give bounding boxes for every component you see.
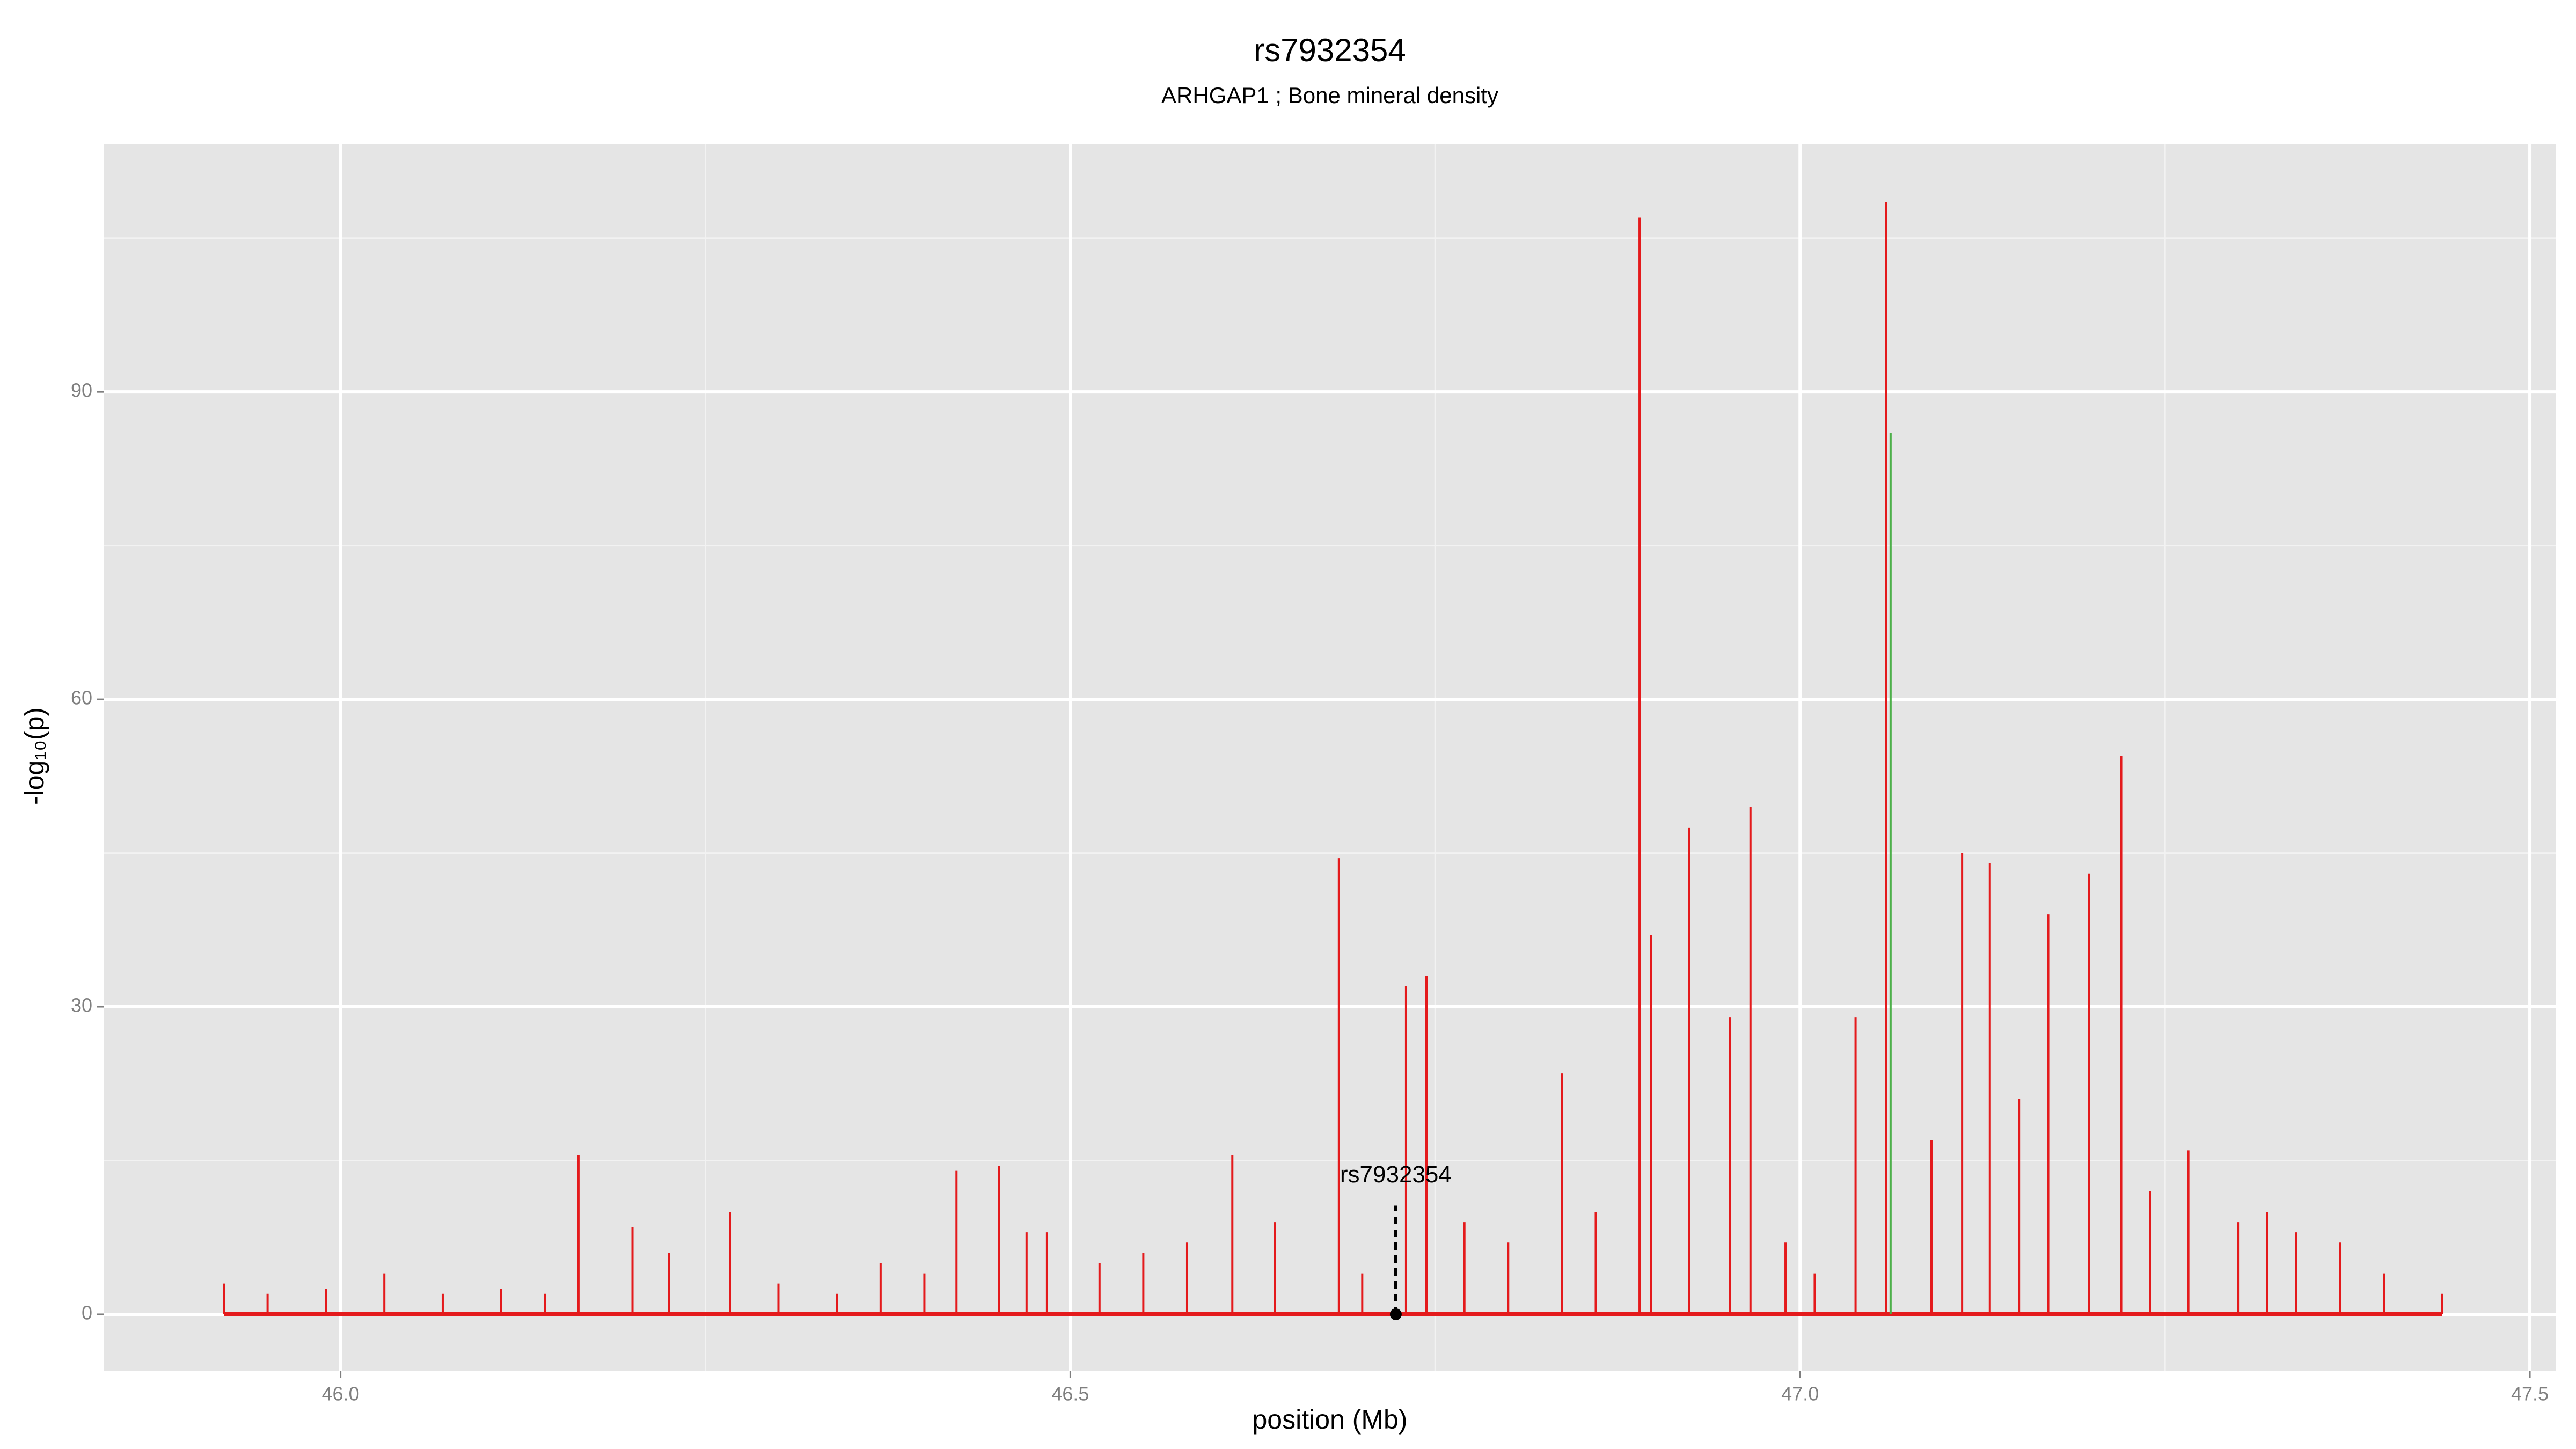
y-tick-label: 90 [71, 379, 92, 401]
x-tick-label: 46.5 [1051, 1383, 1089, 1405]
y-axis-label: -log₁₀(p) [19, 707, 49, 805]
annotation-label: rs7932354 [1340, 1161, 1452, 1188]
plot-background [104, 144, 2556, 1371]
x-axis-label: position (Mb) [1253, 1404, 1408, 1435]
annotation-point [1389, 1308, 1402, 1320]
y-tick-label: 60 [71, 687, 92, 709]
x-tick-label: 47.5 [2511, 1383, 2549, 1405]
x-tick-label: 46.0 [322, 1383, 360, 1405]
y-tick-label: 30 [71, 994, 92, 1016]
x-tick-label: 47.0 [1781, 1383, 1819, 1405]
chart-subtitle: ARHGAP1 ; Bone mineral density [1161, 83, 1498, 108]
y-tick-label: 0 [82, 1301, 92, 1323]
chart-title: rs7932354 [1254, 32, 1406, 68]
